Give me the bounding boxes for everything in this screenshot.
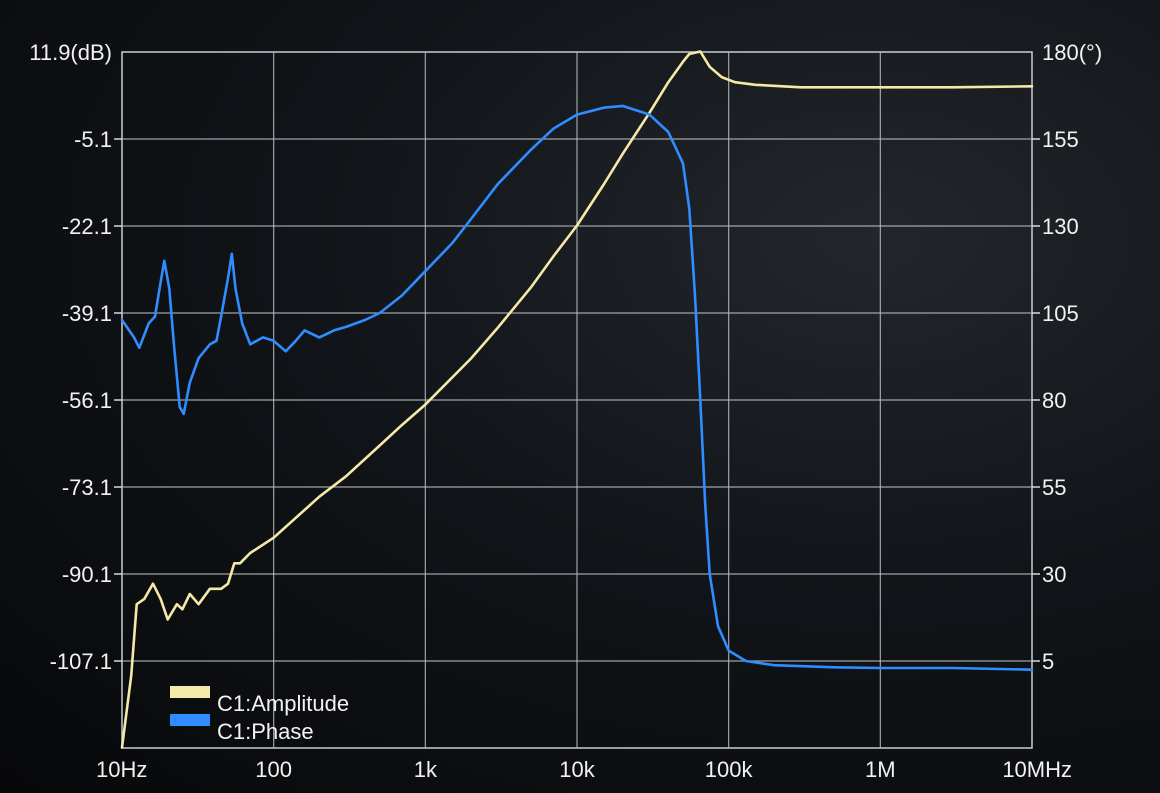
legend-swatch-phase [170, 714, 210, 726]
x-tick-label: 10MHz [1002, 757, 1072, 782]
left-tick-label: -73.1 [62, 475, 112, 500]
axis-labels: 10Hz 100 1k 10k 100k 1M 10MHz 11.9(dB) -5.1 -22.1… [29, 40, 1102, 782]
left-tick-label: -22.1 [62, 214, 112, 239]
grid-lines [122, 52, 1032, 748]
right-tick-label: 30 [1042, 562, 1066, 587]
x-tick-label: 10k [559, 757, 595, 782]
x-tick-label: 100k [705, 757, 754, 782]
right-tick-label: 180(°) [1042, 40, 1102, 65]
left-tick-label: -56.1 [62, 388, 112, 413]
left-tick-label: -5.1 [74, 127, 112, 152]
right-tick-label: 155 [1042, 127, 1079, 152]
left-tick-label: -107.1 [50, 649, 112, 674]
left-tick-label: -90.1 [62, 562, 112, 587]
x-tick-label: 100 [255, 757, 292, 782]
x-tick-label: 1k [414, 757, 438, 782]
right-tick-label: 5 [1042, 649, 1054, 674]
legend-swatch-amplitude [170, 686, 210, 698]
series-layer [120, 50, 1034, 749]
right-tick-label: 55 [1042, 475, 1066, 500]
right-tick-label: 80 [1042, 388, 1066, 413]
legend-label-amplitude: C1:Amplitude [217, 691, 349, 716]
left-tick-label: 11.9(dB) [29, 40, 112, 65]
left-tick-label: -39.1 [62, 301, 112, 326]
phase-line [120, 104, 1034, 671]
x-tick-label: 10Hz [96, 757, 147, 782]
right-tick-label: 130 [1042, 214, 1079, 239]
legend-label-phase: C1:Phase [217, 719, 314, 744]
right-tick-label: 105 [1042, 301, 1079, 326]
x-tick-label: 1M [865, 757, 896, 782]
amplitude-line [120, 50, 1034, 749]
legend: C1:Amplitude C1:Phase [170, 686, 349, 744]
